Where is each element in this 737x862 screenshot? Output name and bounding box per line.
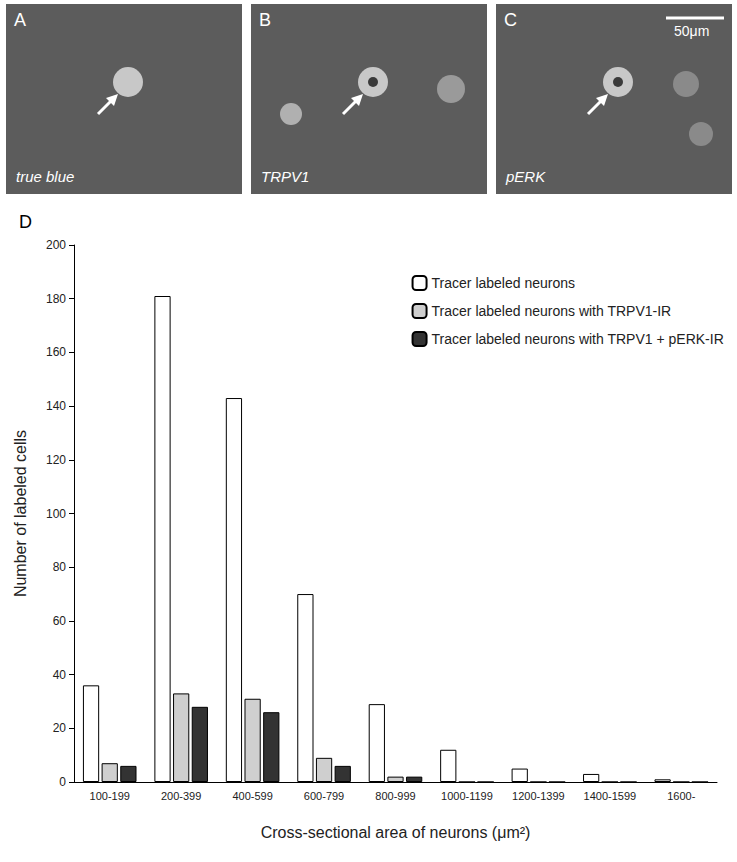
svg-text:80: 80 bbox=[53, 560, 67, 574]
svg-text:true blue: true blue bbox=[16, 168, 74, 185]
svg-text:D: D bbox=[19, 212, 32, 232]
svg-text:20: 20 bbox=[53, 721, 67, 735]
svg-text:B: B bbox=[259, 10, 271, 30]
svg-text:40: 40 bbox=[53, 668, 67, 682]
svg-text:pERK: pERK bbox=[505, 168, 546, 185]
svg-text:Tracer labeled neurons with TR: Tracer labeled neurons with TRPV1-IR bbox=[432, 303, 672, 319]
svg-text:180: 180 bbox=[46, 292, 66, 306]
svg-text:100: 100 bbox=[46, 507, 66, 521]
svg-text:100-199: 100-199 bbox=[90, 790, 130, 802]
svg-text:200-399: 200-399 bbox=[161, 790, 201, 802]
svg-text:50μm: 50μm bbox=[674, 23, 709, 39]
svg-text:140: 140 bbox=[46, 399, 66, 413]
svg-text:TRPV1: TRPV1 bbox=[261, 168, 309, 185]
svg-text:1000-1199: 1000-1199 bbox=[441, 790, 493, 802]
svg-text:600-799: 600-799 bbox=[304, 790, 344, 802]
svg-text:60: 60 bbox=[53, 614, 67, 628]
svg-text:1200-1399: 1200-1399 bbox=[512, 790, 565, 802]
svg-text:C: C bbox=[504, 10, 517, 30]
svg-text:Tracer labeled neurons: Tracer labeled neurons bbox=[432, 275, 575, 291]
svg-text:400-599: 400-599 bbox=[232, 790, 272, 802]
svg-text:800-999: 800-999 bbox=[375, 790, 415, 802]
svg-text:0: 0 bbox=[59, 775, 66, 789]
svg-text:Cross-sectional area of neuron: Cross-sectional area of neurons (μm²) bbox=[261, 824, 531, 841]
svg-text:Tracer labeled neurons with TR: Tracer labeled neurons with TRPV1 + pERK… bbox=[432, 331, 724, 347]
svg-text:Number of labeled cells: Number of labeled cells bbox=[12, 430, 29, 597]
svg-text:200: 200 bbox=[46, 238, 66, 252]
svg-text:1400-1599: 1400-1599 bbox=[584, 790, 637, 802]
svg-text:1600-: 1600- bbox=[667, 790, 695, 802]
svg-text:160: 160 bbox=[46, 345, 66, 359]
svg-text:A: A bbox=[14, 10, 26, 30]
svg-text:120: 120 bbox=[46, 453, 66, 467]
